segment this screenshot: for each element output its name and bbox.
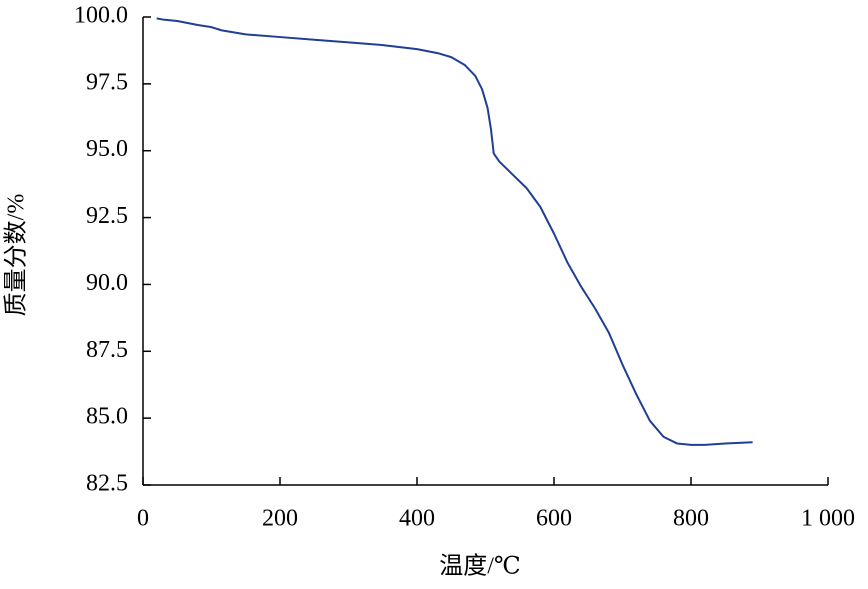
y-tick-label: 100.0 xyxy=(74,3,128,29)
x-tick-label: 0 xyxy=(137,506,149,532)
y-tick-label: 95.0 xyxy=(86,136,128,162)
y-tick-label: 97.5 xyxy=(86,69,128,95)
x-tick-label: 600 xyxy=(536,506,572,532)
y-tick-label: 90.0 xyxy=(86,270,128,296)
x-axis-label: 温度/℃ xyxy=(439,553,521,580)
x-tick-label: 400 xyxy=(399,506,435,532)
x-tick-label: 1 000 xyxy=(801,506,855,532)
y-tick-label: 92.5 xyxy=(86,203,128,229)
x-tick-label: 200 xyxy=(262,506,298,532)
y-axis-label: 质量分数/% xyxy=(3,194,30,317)
y-tick-label: 82.5 xyxy=(86,471,128,497)
y-tick-label: 85.0 xyxy=(86,404,128,430)
data-line xyxy=(156,17,753,446)
y-tick-label: 87.5 xyxy=(86,337,128,363)
x-tick-label: 800 xyxy=(673,506,709,532)
